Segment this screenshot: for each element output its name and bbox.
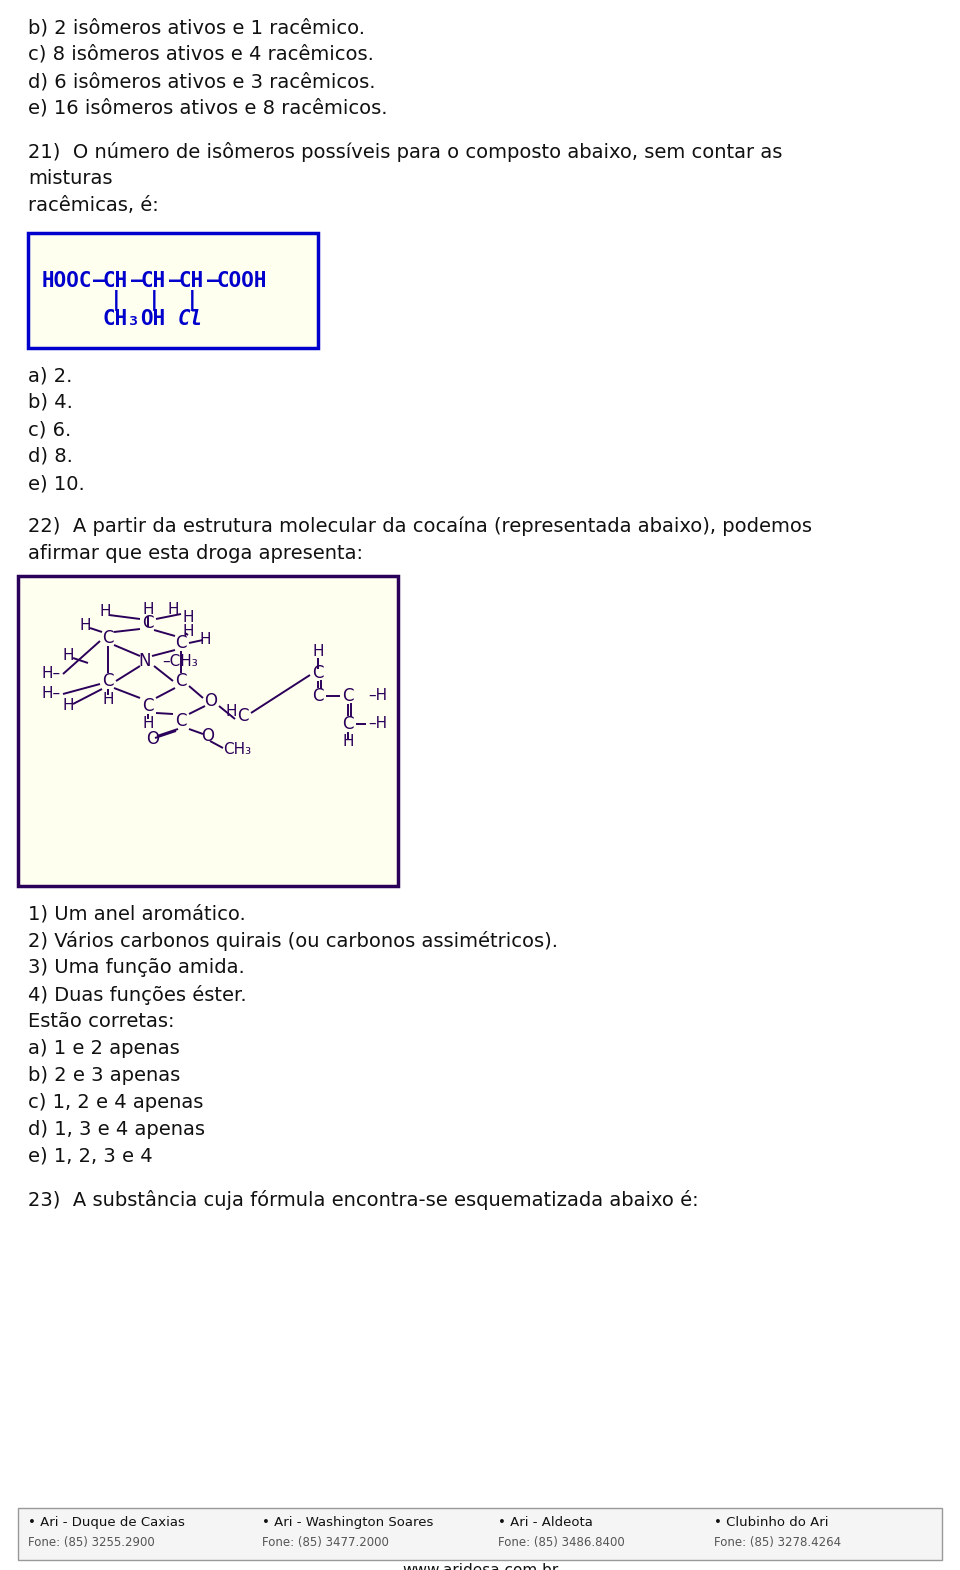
- Text: Fone: (85) 3255.2900: Fone: (85) 3255.2900: [28, 1535, 155, 1550]
- Text: C: C: [312, 664, 324, 681]
- Text: –: –: [207, 272, 220, 290]
- Text: 21)  O número de isômeros possíveis para o composto abaixo, sem contar as: 21) O número de isômeros possíveis para …: [28, 141, 782, 162]
- Text: H: H: [312, 644, 324, 658]
- Text: racêmicas, é:: racêmicas, é:: [28, 196, 158, 215]
- Text: H–: H–: [42, 686, 61, 700]
- Text: e) 1, 2, 3 e 4: e) 1, 2, 3 e 4: [28, 1148, 153, 1167]
- Text: OH: OH: [140, 309, 165, 330]
- Text: H: H: [62, 648, 74, 664]
- Text: C: C: [142, 614, 154, 633]
- Text: C: C: [343, 714, 353, 733]
- Text: H: H: [182, 611, 194, 625]
- Text: CH₃: CH₃: [223, 741, 252, 757]
- Text: –: –: [169, 272, 181, 290]
- Text: Fone: (85) 3477.2000: Fone: (85) 3477.2000: [262, 1535, 389, 1550]
- Text: |: |: [186, 290, 199, 311]
- Text: Cl: Cl: [178, 309, 204, 330]
- Text: H: H: [62, 699, 74, 713]
- Text: H: H: [182, 623, 194, 639]
- Text: |: |: [148, 290, 160, 311]
- Text: afirmar que esta droga apresenta:: afirmar que esta droga apresenta:: [28, 543, 363, 564]
- Text: H: H: [99, 603, 110, 619]
- Text: b) 2 isômeros ativos e 1 racêmico.: b) 2 isômeros ativos e 1 racêmico.: [28, 17, 365, 38]
- Text: –: –: [93, 272, 106, 290]
- Text: –H: –H: [368, 716, 387, 732]
- Text: e) 16 isômeros ativos e 8 racêmicos.: e) 16 isômeros ativos e 8 racêmicos.: [28, 99, 388, 118]
- Text: e) 10.: e) 10.: [28, 474, 84, 493]
- Text: 23)  A substância cuja fórmula encontra-se esquematizada abaixo é:: 23) A substância cuja fórmula encontra-s…: [28, 1190, 699, 1210]
- Text: C: C: [176, 634, 187, 652]
- Text: CH: CH: [103, 272, 129, 290]
- Text: d) 6 isômeros ativos e 3 racêmicos.: d) 6 isômeros ativos e 3 racêmicos.: [28, 72, 375, 91]
- Text: b) 2 e 3 apenas: b) 2 e 3 apenas: [28, 1066, 180, 1085]
- Text: O: O: [204, 692, 218, 710]
- Text: O: O: [147, 730, 159, 747]
- Text: H: H: [167, 601, 179, 617]
- Text: CH: CH: [179, 272, 204, 290]
- Text: Fone: (85) 3278.4264: Fone: (85) 3278.4264: [714, 1535, 841, 1550]
- Text: C: C: [176, 713, 187, 730]
- Text: H–: H–: [42, 666, 61, 680]
- FancyBboxPatch shape: [18, 576, 398, 885]
- Text: H: H: [200, 631, 211, 647]
- Text: C: C: [103, 672, 113, 689]
- Text: CH: CH: [141, 272, 166, 290]
- Text: –: –: [131, 272, 144, 290]
- Text: • Ari - Aldeota: • Ari - Aldeota: [498, 1517, 593, 1529]
- Text: 3) Uma função amida.: 3) Uma função amida.: [28, 958, 245, 977]
- Text: |: |: [110, 290, 123, 311]
- Text: H: H: [142, 601, 154, 617]
- Text: b) 4.: b) 4.: [28, 392, 73, 411]
- Text: C: C: [343, 688, 353, 705]
- Text: a) 1 e 2 apenas: a) 1 e 2 apenas: [28, 1039, 180, 1058]
- Text: H: H: [80, 619, 91, 634]
- Text: C: C: [176, 672, 187, 689]
- Text: 1) Um anel aromático.: 1) Um anel aromático.: [28, 904, 246, 923]
- Text: d) 8.: d) 8.: [28, 447, 73, 466]
- Text: • Clubinho do Ari: • Clubinho do Ari: [714, 1517, 828, 1529]
- Text: –H: –H: [368, 689, 387, 703]
- Text: • Ari - Washington Soares: • Ari - Washington Soares: [262, 1517, 433, 1529]
- Text: c) 6.: c) 6.: [28, 421, 71, 440]
- Text: H: H: [103, 691, 113, 706]
- Text: C: C: [103, 630, 113, 647]
- Text: c) 1, 2 e 4 apenas: c) 1, 2 e 4 apenas: [28, 1093, 204, 1112]
- Text: COOH: COOH: [217, 272, 268, 290]
- Text: 22)  A partir da estrutura molecular da cocaína (representada abaixo), podemos: 22) A partir da estrutura molecular da c…: [28, 517, 812, 537]
- Text: 4) Duas funções éster.: 4) Duas funções éster.: [28, 984, 247, 1005]
- FancyBboxPatch shape: [28, 232, 318, 349]
- Text: N: N: [139, 652, 152, 670]
- Text: –CH₃: –CH₃: [162, 653, 198, 669]
- FancyBboxPatch shape: [18, 1509, 942, 1561]
- Text: Estão corretas:: Estão corretas:: [28, 1013, 175, 1031]
- Text: C: C: [142, 697, 154, 714]
- Text: 2) Vários carbonos quirais (ou carbonos assimétricos).: 2) Vários carbonos quirais (ou carbonos …: [28, 931, 558, 951]
- Text: Fone: (85) 3486.8400: Fone: (85) 3486.8400: [498, 1535, 625, 1550]
- Text: • Ari - Duque de Caxias: • Ari - Duque de Caxias: [28, 1517, 185, 1529]
- Text: C: C: [312, 688, 324, 705]
- Text: CH₃: CH₃: [102, 309, 140, 330]
- Text: d) 1, 3 e 4 apenas: d) 1, 3 e 4 apenas: [28, 1119, 205, 1138]
- Text: c) 8 isômeros ativos e 4 racêmicos.: c) 8 isômeros ativos e 4 racêmicos.: [28, 46, 373, 64]
- Text: H: H: [343, 735, 353, 749]
- Text: H: H: [142, 716, 154, 730]
- Text: www.aridesa.com.br: www.aridesa.com.br: [402, 1564, 558, 1570]
- Text: HOOC: HOOC: [42, 272, 92, 290]
- Text: C: C: [237, 706, 249, 725]
- Text: H: H: [226, 703, 237, 719]
- Text: O: O: [202, 727, 214, 746]
- Text: misturas: misturas: [28, 170, 112, 188]
- Text: a) 2.: a) 2.: [28, 366, 72, 385]
